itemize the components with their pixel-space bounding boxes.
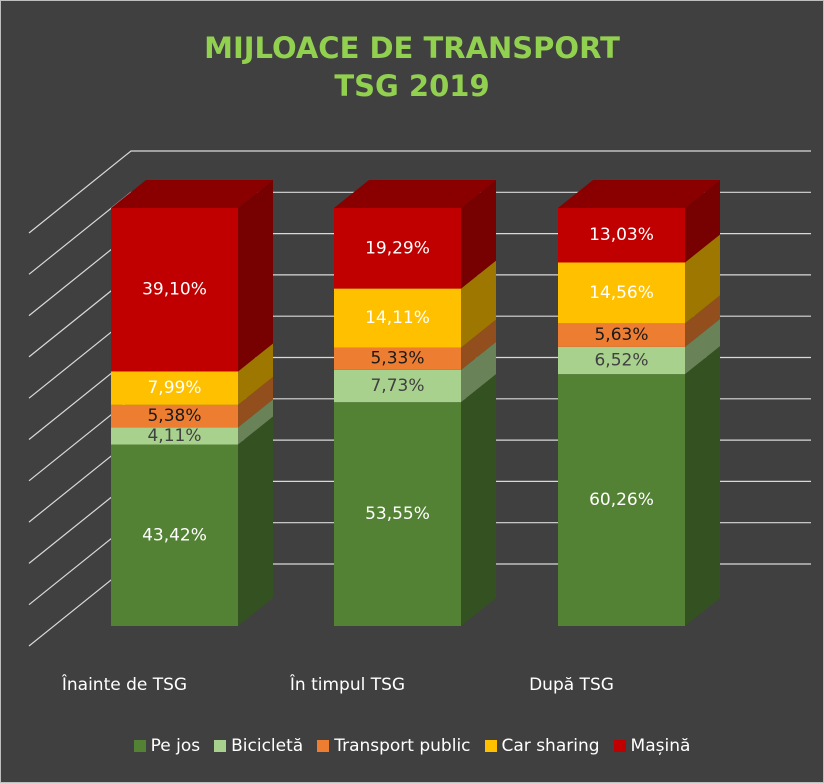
data-label: 13,03%	[589, 225, 654, 245]
legend-label: Pe jos	[150, 736, 201, 756]
data-label: 60,26%	[589, 490, 654, 510]
bar-side	[238, 180, 273, 372]
bar	[334, 288, 461, 348]
legend-item: Mașină	[613, 736, 691, 756]
x-tick-label: În timpul TSG	[289, 673, 405, 695]
bar-side	[461, 341, 496, 403]
bar	[111, 371, 238, 405]
bar-side	[461, 260, 496, 348]
bar-side	[238, 399, 273, 445]
bar-side	[238, 376, 273, 428]
bar	[334, 369, 461, 403]
data-label: 53,55%	[365, 504, 430, 524]
legend-label: Car sharing	[501, 736, 600, 756]
bar	[558, 346, 685, 375]
bar	[558, 208, 685, 263]
bar	[334, 402, 461, 626]
data-label: 5,38%	[147, 406, 201, 426]
legend-swatch	[484, 740, 497, 752]
legend-swatch	[133, 740, 146, 752]
bar-top	[558, 180, 720, 208]
chart-title: MIJLOACE DE TRANSPORT TSG 2019	[204, 31, 620, 103]
bar	[558, 262, 685, 324]
bar	[558, 323, 685, 347]
legend-swatch	[613, 740, 626, 752]
data-label: 14,56%	[589, 283, 654, 303]
bar-side	[685, 295, 720, 347]
legend-item: Transport public	[317, 736, 471, 756]
data-label: 5,63%	[594, 325, 648, 345]
bar-side	[685, 318, 720, 375]
bar-side	[461, 179, 496, 289]
data-label: 14,11%	[365, 308, 430, 328]
legend-label: Mașină	[630, 736, 691, 756]
bar	[111, 444, 238, 626]
bar-side	[238, 416, 273, 626]
data-label: 7,73%	[370, 376, 424, 396]
bar	[558, 374, 685, 626]
x-tick-label: Înainte de TSG	[61, 673, 187, 695]
legend-item: Car sharing	[484, 736, 600, 756]
data-label: 39,10%	[142, 280, 207, 300]
bar-side	[461, 374, 496, 626]
data-label: 19,29%	[365, 238, 430, 258]
data-label: 6,52%	[594, 350, 648, 370]
legend-label: Bicicletă	[231, 736, 304, 756]
x-tick-label: După TSG	[529, 675, 614, 695]
data-label: 5,33%	[370, 349, 424, 369]
legend-swatch	[317, 740, 330, 752]
bar	[111, 404, 238, 428]
grid-line	[28, 150, 811, 234]
data-label: 7,99%	[147, 378, 201, 398]
bar	[111, 208, 238, 372]
legend-label: Transport public	[334, 736, 471, 756]
bar-side	[461, 319, 496, 370]
bar-side	[238, 343, 273, 405]
legend-item: Pe jos	[133, 736, 201, 756]
legend-swatch	[214, 740, 227, 752]
bar	[334, 347, 461, 370]
bar-top	[111, 180, 273, 208]
bar	[334, 207, 461, 289]
bar-side	[685, 234, 720, 324]
data-label: 43,42%	[142, 525, 207, 545]
bar	[111, 427, 238, 445]
bar-side	[685, 180, 720, 263]
legend-item: Bicicletă	[214, 736, 303, 756]
bar-top	[334, 179, 496, 208]
legend: Pe jos Bicicletă Transport public Car shari…	[1, 736, 823, 756]
bar-side	[685, 346, 720, 626]
data-label: 4,11%	[147, 426, 201, 446]
